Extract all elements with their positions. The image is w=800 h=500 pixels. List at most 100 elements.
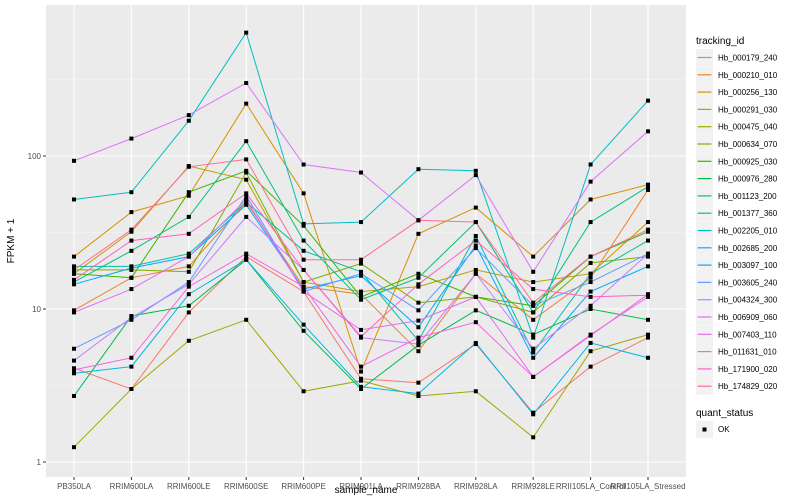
data-point [531,300,536,305]
data-point [416,318,421,323]
data-point [359,327,363,332]
y-tick-label: 10 [32,305,41,314]
x-tick-label: PB350LA [57,482,91,491]
data-point [416,300,421,305]
data-point [473,243,478,248]
data-point [129,315,134,320]
data-point [531,280,536,285]
data-point [646,251,650,256]
legend-label: Hb_000256_130 [718,88,778,97]
data-point [244,200,249,205]
data-point [186,310,191,315]
data-point [416,380,421,385]
plot-panel [46,5,686,477]
data-point [416,167,421,172]
data-point [359,369,363,374]
data-point [301,191,306,196]
data-point [416,275,421,280]
data-point [129,190,134,195]
data-point [359,297,363,302]
data-point [301,238,306,243]
data-point [301,248,306,253]
legend: tracking_id Hb_000179_240 Hb_000210_010 Hb… [696,36,778,438]
data-point [186,214,191,219]
data-point [129,210,134,215]
data-point [646,227,650,232]
data-point [473,271,478,276]
data-point [129,275,134,280]
data-point [301,284,306,289]
data-point [301,257,306,262]
data-point [244,191,249,196]
legend-label: Hb_002205_010 [718,227,778,236]
data-point [646,293,650,298]
data-point [473,246,478,251]
data-point [531,346,536,351]
data-point [359,257,363,262]
data-point [359,292,363,297]
legend-label: Hb_000179_240 [718,54,778,63]
data-point [473,389,478,394]
data-point [186,193,191,198]
data-point [129,229,134,234]
data-point [244,101,249,106]
data-point [531,332,536,337]
legend-label: Hb_000210_010 [718,71,778,80]
data-point [186,264,191,269]
data-point [531,310,536,315]
data-point [72,280,76,285]
data-point [359,294,363,299]
data-point [244,214,249,219]
legend-label: Hb_001123_200 [718,192,777,201]
data-point [588,197,593,202]
legend-label: Hb_000291_030 [718,105,778,114]
x-tick-label: RRIM600PE [281,482,325,491]
x-tick-label: RRII105LA_Stressed [610,482,685,491]
x-tick-label: RRIM901LA [339,482,383,491]
legend-label: Hb_000925_030 [718,157,778,166]
data-point [359,220,363,225]
data-point [359,384,363,389]
x-tick-label: RRIM928LA [454,482,498,491]
data-point [588,220,593,225]
data-point [186,338,191,343]
data-point [588,340,593,345]
data-point [72,264,76,269]
data-point [531,374,536,379]
y-axis-title: FPKM + 1 [6,218,17,263]
legend-label: Hb_174829_020 [718,382,778,391]
legend-label: Hb_003097_100 [718,261,778,270]
data-point [473,168,478,173]
data-point [301,389,306,394]
data-point [72,394,76,399]
data-point [244,30,249,35]
data-point [646,184,650,189]
legend-label: Hb_001377_360 [718,209,778,218]
y-axis: 1 10 100 [28,152,46,467]
data-point [531,287,536,292]
data-point [72,282,76,287]
data-point [359,261,363,266]
data-point [129,238,134,243]
x-tick-label: RRIM928BA [396,482,441,491]
data-point [531,317,536,322]
x-tick-label: RRIM600LA [110,482,154,491]
data-point [588,162,593,167]
data-point [359,170,363,175]
data-point [72,371,76,376]
data-point [129,317,134,322]
legend-label: Hb_000976_280 [718,175,778,184]
data-point [588,275,593,280]
data-point [186,269,191,274]
data-point [588,179,593,184]
data-point [646,220,650,225]
data-point [416,394,421,399]
x-tick-label: RRIM600LE [167,482,211,491]
data-point [588,303,593,308]
data-point [531,435,536,440]
data-point [72,254,76,259]
data-point [244,202,249,207]
data-point [588,280,593,285]
data-point [359,364,363,369]
